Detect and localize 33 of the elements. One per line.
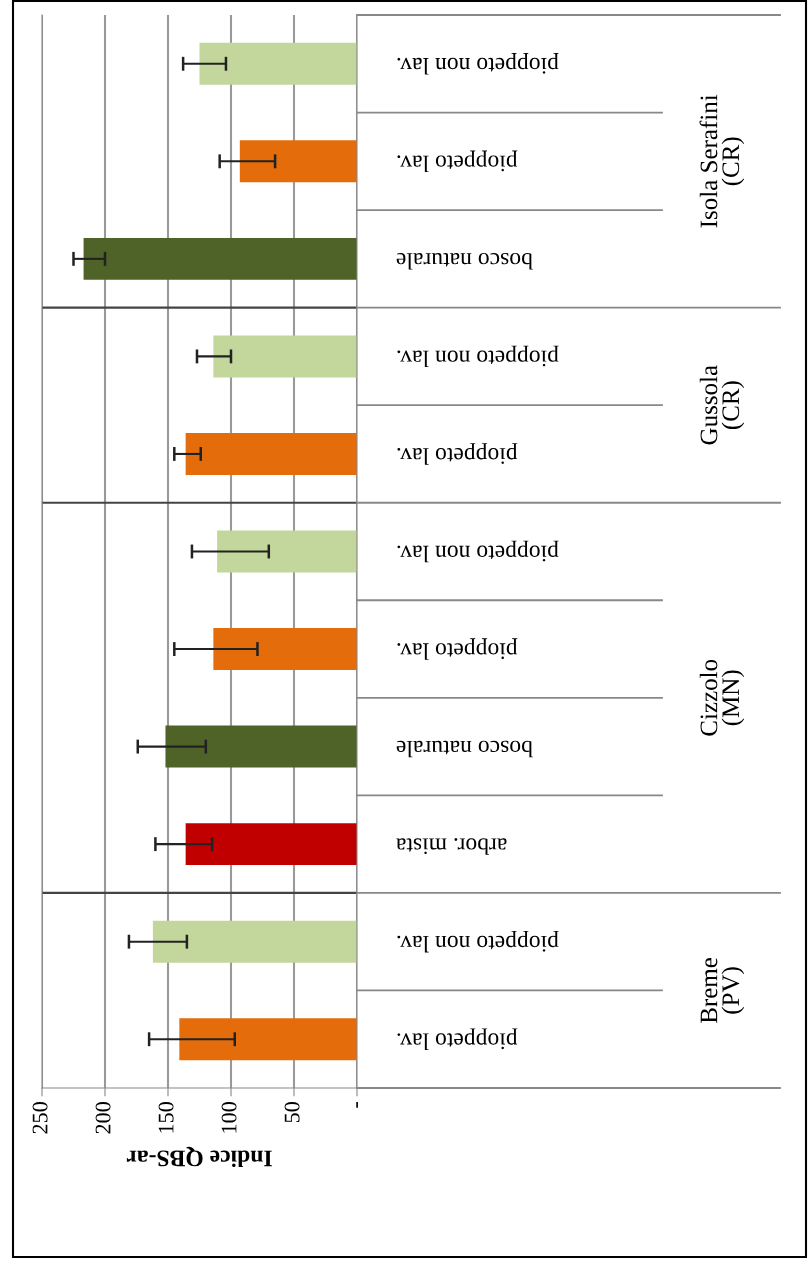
y-tick-label: pioppeto lav.: [397, 150, 518, 173]
text: Gussola (CR): [699, 365, 745, 445]
bar: [165, 725, 357, 768]
text: Isola Serafini (CR): [699, 94, 745, 228]
bar: [152, 920, 357, 963]
y-tick-label: bosco naturale: [396, 740, 533, 758]
x-tick-label: 250: [32, 1102, 48, 1134]
bar: [199, 42, 357, 85]
y-tick-label: pioppeto non lav.: [397, 930, 559, 953]
x-tick-label: 50: [284, 1102, 300, 1123]
y-tick-label: pioppeto non lav.: [397, 540, 559, 563]
bar: [185, 823, 357, 866]
bar: [217, 530, 357, 573]
y-tick-label: pioppeto lav.: [397, 1028, 518, 1050]
bar: [185, 432, 357, 475]
y-tick-label: pioppeto non lav.: [397, 53, 559, 75]
y-tick-label: bosco naturale: [396, 252, 533, 270]
x-tick-label: 200: [95, 1102, 111, 1134]
bar: [83, 237, 357, 280]
bar: [213, 335, 357, 378]
y-tick-label: pioppeto lav.: [397, 443, 518, 465]
x-axis-title: Indice QBS-ar: [126, 1146, 272, 1168]
text: Breme (PV): [700, 958, 745, 1024]
bar: [239, 140, 357, 183]
text: Cizzolo (MN): [699, 659, 745, 736]
x-tick-label: 100: [221, 1102, 237, 1133]
x-tick-label: -: [356, 1102, 358, 1108]
y-tick-label: pioppeto non lav.: [397, 345, 559, 368]
y-tick-label: pioppeto lav.: [397, 638, 518, 660]
y-tick-label: arbor. mista: [396, 838, 507, 855]
x-tick-label: 150: [158, 1102, 174, 1133]
bar: [213, 628, 357, 671]
bar: [179, 1018, 357, 1061]
